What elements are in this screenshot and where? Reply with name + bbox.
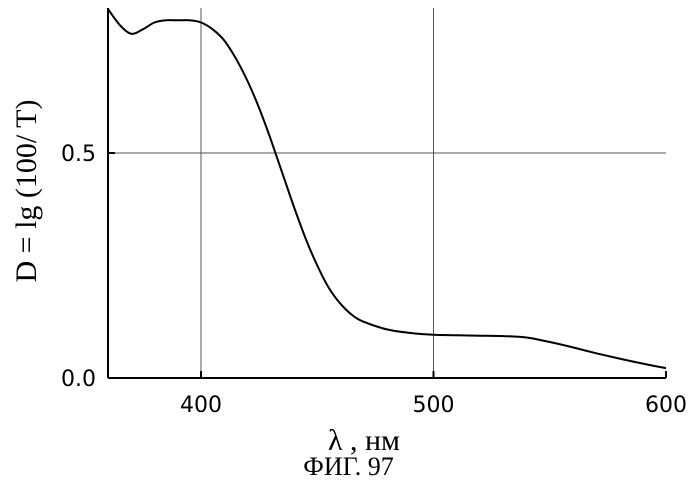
grid (108, 8, 666, 378)
ticks: 400 500 600 0.0 0.5 (61, 142, 687, 418)
x-tick-label-1: 500 (413, 393, 455, 418)
axes (108, 8, 666, 378)
x-tick-label-0: 400 (180, 393, 222, 418)
y-tick-label-0: 0.0 (61, 367, 96, 392)
y-tick-label-1: 0.5 (61, 142, 96, 167)
y-axis-label: D = lg (100/ T) (10, 99, 43, 282)
x-tick-label-2: 600 (645, 393, 687, 418)
series-line-0 (108, 9, 666, 368)
figure-caption: ФИГ. 97 (0, 452, 697, 482)
